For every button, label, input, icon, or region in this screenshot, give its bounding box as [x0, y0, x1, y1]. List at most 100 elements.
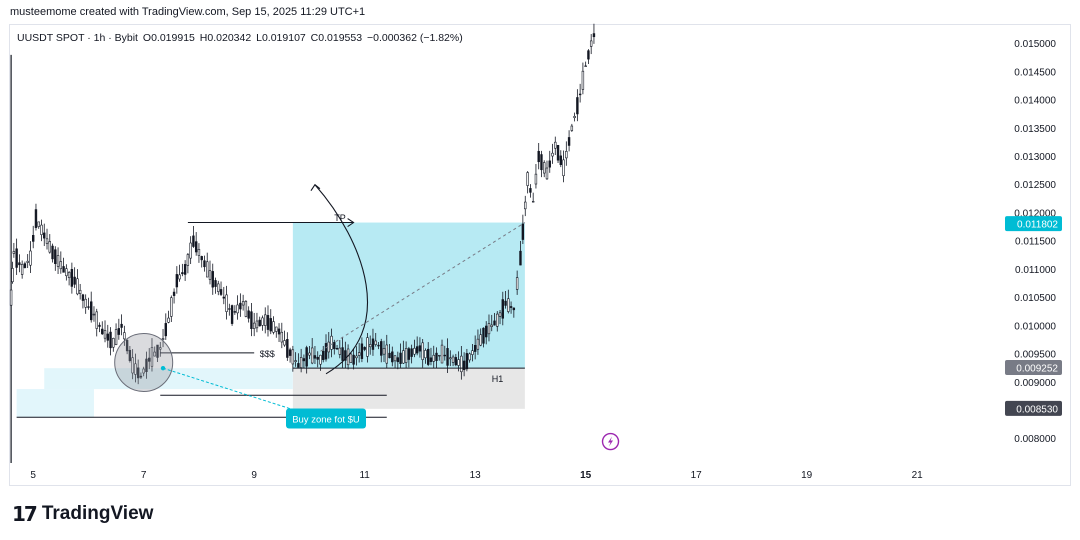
candle-body: [228, 308, 231, 310]
candle-body: [581, 70, 585, 90]
y-tick-label: 0.009500: [1014, 350, 1056, 361]
candle-body: [241, 301, 245, 306]
x-tick-label: 7: [141, 470, 147, 481]
curved-arrow-head: [310, 183, 321, 192]
candle-body: [418, 345, 422, 352]
candle-body: [589, 40, 593, 47]
candle-body: [161, 338, 165, 340]
candle-body: [101, 328, 104, 335]
candle-body: [548, 160, 551, 168]
candle-body: [233, 311, 237, 313]
candle-body: [164, 323, 167, 337]
x-tick-label: 9: [251, 470, 257, 481]
candle-body: [150, 347, 154, 367]
candle-body: [393, 355, 397, 362]
candle-body: [512, 307, 516, 311]
candle-body: [482, 327, 485, 344]
candle-body: [78, 289, 82, 294]
candle-body: [134, 363, 137, 375]
candle-body: [211, 271, 214, 288]
zone-6: [44, 368, 293, 390]
candle-body: [507, 298, 510, 312]
candle-body: [565, 151, 568, 159]
price-badge-label: 0.011802: [1017, 220, 1058, 231]
candle-body: [159, 347, 162, 350]
candle-body: [366, 337, 369, 357]
candle-body: [479, 334, 482, 346]
candle-body: [172, 291, 176, 296]
price-series: [9, 23, 596, 463]
tradingview-branding[interactable]: 17 TradingView: [12, 502, 153, 526]
candle-body: [59, 261, 63, 270]
y-tick-label: 0.013500: [1014, 124, 1056, 135]
candle-body: [501, 299, 504, 319]
candle-body: [471, 350, 474, 355]
candle-body: [449, 357, 452, 360]
candle-body: [424, 350, 427, 359]
tradingview-wordmark: TradingView: [41, 503, 154, 524]
candle-body: [181, 272, 184, 275]
candle-body: [485, 325, 488, 338]
candle-body: [413, 347, 416, 355]
candle-body: [462, 360, 466, 371]
candle-body: [200, 256, 203, 261]
candle-body: [468, 353, 471, 361]
candle-body: [476, 338, 480, 350]
candle-body: [333, 342, 336, 350]
candle-body: [344, 350, 347, 361]
callout-box: [286, 408, 367, 429]
candle-body: [308, 352, 311, 356]
candle-body: [131, 357, 134, 374]
candle-body: [167, 317, 170, 323]
candle-body: [277, 328, 281, 335]
candle-body: [341, 347, 344, 361]
y-tick-label: 0.012000: [1014, 208, 1056, 219]
candle-body: [106, 333, 109, 341]
candle-body: [352, 354, 355, 365]
candle-body: [534, 173, 538, 185]
candle-body: [112, 338, 115, 348]
candle-body: [123, 332, 126, 340]
candle-body: [186, 254, 190, 266]
candle-body: [54, 249, 57, 264]
x-tick-label: 5: [30, 470, 36, 481]
candle-body: [272, 321, 275, 333]
candle-body: [473, 345, 477, 352]
candle-body: [363, 347, 366, 350]
candle-body: [446, 348, 449, 366]
candle-body: [454, 357, 458, 366]
candle-body: [65, 268, 68, 277]
candle-body: [576, 97, 579, 115]
y-tick-label: 0.014000: [1014, 96, 1056, 107]
y-tick-label: 0.014500: [1014, 67, 1056, 78]
candle-body: [269, 318, 272, 332]
candle-body: [380, 341, 383, 356]
price-badge: [1005, 216, 1062, 232]
candle-body: [316, 356, 319, 360]
candle-body: [139, 375, 143, 378]
candle-body: [81, 294, 85, 301]
candle-body: [388, 352, 391, 359]
candle-body: [570, 125, 574, 131]
candle-body: [244, 301, 248, 317]
candle-body: [286, 339, 289, 358]
legend-change: −0.000362 (−1.82%): [366, 32, 463, 44]
candle-body: [432, 354, 435, 362]
candle-body: [11, 268, 14, 283]
candle-body: [189, 242, 192, 259]
candle-body: [247, 310, 250, 319]
candle-body: [302, 358, 306, 362]
candle-body: [429, 357, 433, 362]
candle-body: [128, 349, 132, 361]
candle-body: [567, 137, 571, 146]
candle-body: [515, 277, 519, 290]
candle-body: [578, 93, 582, 96]
candle-body: [551, 152, 554, 157]
candle-body: [145, 358, 148, 373]
candle-body: [385, 344, 388, 364]
candle-body: [258, 319, 261, 327]
candle-body: [487, 323, 491, 335]
legend-low: L0.019107: [256, 32, 306, 44]
stop-box-5: [292, 368, 525, 409]
